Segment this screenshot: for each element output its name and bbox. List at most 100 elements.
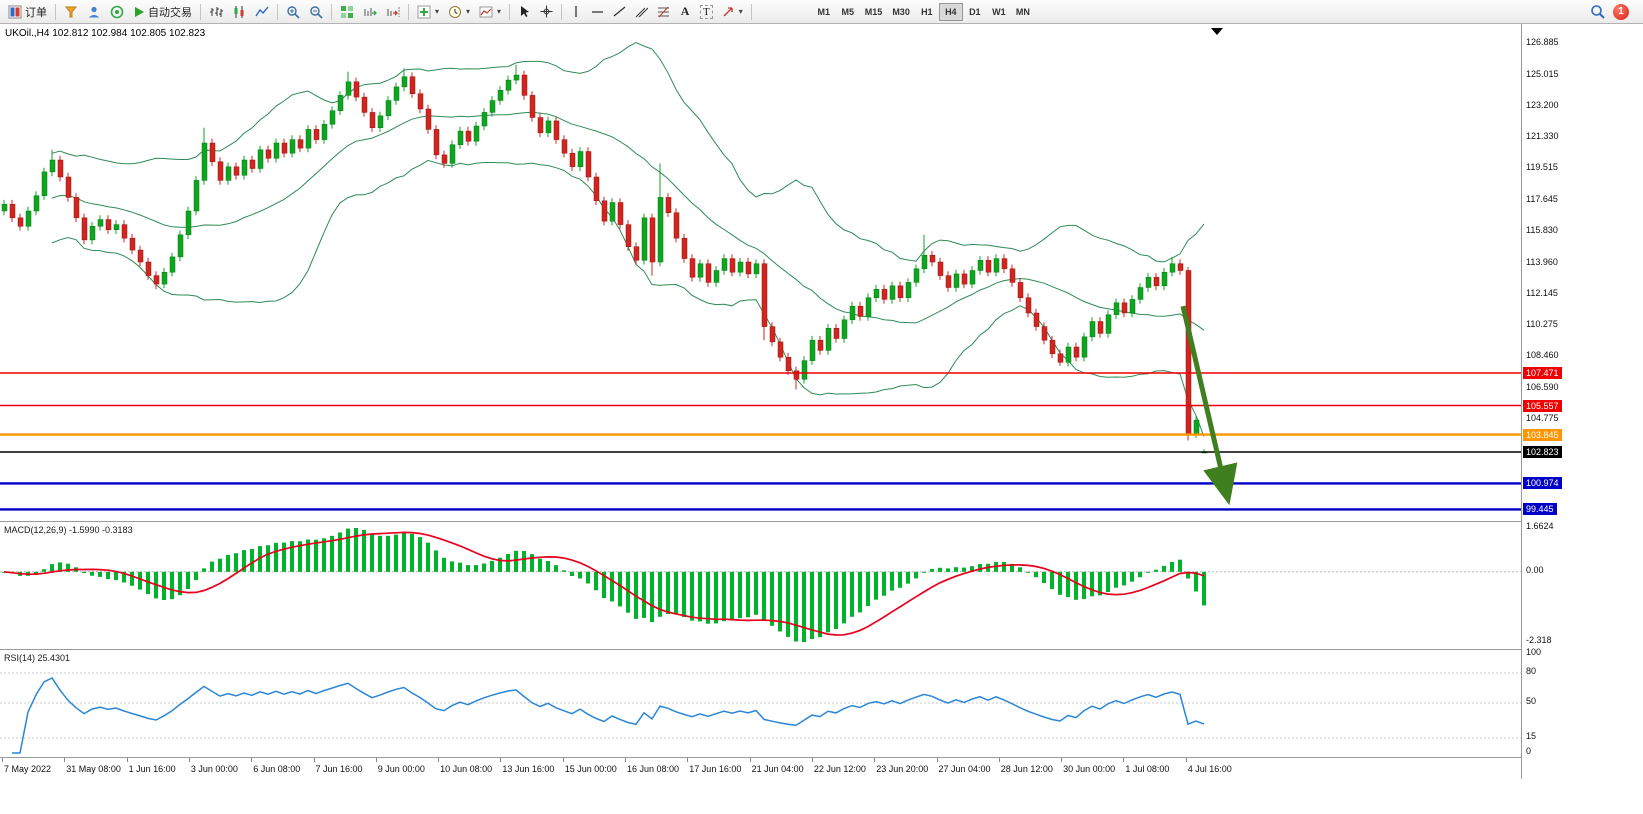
time-axis-tick [687,758,689,762]
toolbar-separator [200,3,201,20]
fibonacci-button[interactable] [653,2,674,22]
line-chart-button[interactable] [251,2,273,22]
timeframe-m5-button[interactable]: M5 [836,3,860,21]
time-axis-tick [188,758,190,762]
community-button[interactable] [106,2,128,22]
time-axis-label: 7 May 2022 [4,764,52,774]
equidistant-channel-icon [635,7,649,18]
tile-windows-button[interactable] [336,2,358,22]
time-axis-label: 4 Jul 16:00 [1187,764,1232,774]
time-axis-tick [126,758,128,762]
zoom-in-button[interactable] [282,2,304,22]
signals-icon [64,6,78,17]
time-axis-label: 1 Jun 16:00 [128,764,176,774]
profile-button[interactable] [83,2,105,22]
zoom-out-button[interactable] [305,2,327,22]
time-axis-label: 3 Jun 00:00 [190,764,238,774]
text-button[interactable]: A [675,2,695,22]
zoom-out-icon [310,5,323,19]
bar-chart-icon [210,6,223,17]
toolbar-separator [55,3,56,20]
equidistant-channel-button[interactable] [631,2,652,22]
chart-shift-button[interactable] [382,2,404,22]
horizontal-line-icon [592,10,604,13]
rsi-canvas[interactable] [0,650,1521,757]
bar-chart-button[interactable] [205,2,227,22]
price-tick-label: 119.515 [1526,162,1558,173]
macd-canvas[interactable] [0,522,1521,649]
templates-dropdown-button[interactable]: ▾ [475,2,505,22]
macd-panel: MACD(12,26,9) -1.5990 -0.3183 [0,521,1521,649]
price-tick-label: 117.645 [1526,194,1558,205]
timeframe-mn-button[interactable]: MN [1011,3,1035,21]
periods-dropdown-button[interactable]: ▾ [444,2,474,22]
price-tick-label: 125.015 [1526,68,1559,79]
dropdown-arrow-icon: ▾ [466,7,471,16]
time-axis-label: 28 Jun 12:00 [1000,764,1053,774]
price-tick-label: 113.960 [1526,256,1558,267]
timeframe-m1-button[interactable]: M1 [812,3,836,21]
price-tick-label: 121.330 [1526,131,1559,142]
time-axis-tick [1061,758,1063,762]
price-axis[interactable]: 107.471 105.557 103.845 102.823 100.974 99.44… [1522,0,1643,814]
time-axis-label: 31 May 08:00 [66,764,121,774]
toolbar-separator [750,3,752,20]
time-axis-label: 22 Jun 12:00 [813,764,866,774]
time-axis-tick [375,758,377,762]
time-axis-tick [438,758,440,762]
chart-shift-icon [387,6,400,17]
autotrading-button[interactable]: 自动交易 [129,2,196,22]
rsi-panel: RSI(14) 25.4301 [0,649,1521,757]
time-axis-tick [500,758,502,762]
auto-scroll-button[interactable] [359,2,381,22]
zoom-in-icon [287,5,300,19]
candlestick-chart-button[interactable] [228,2,250,22]
search-icon[interactable] [1590,4,1605,19]
timeframe-d1-button[interactable]: D1 [963,3,987,21]
price-tick-label: 104.775 [1526,412,1559,423]
horizontal-line-button[interactable] [587,2,608,22]
time-axis[interactable]: 7 May 2022 31 May 08:00 1 Jun 16:00 3 Jun 0… [0,757,1521,779]
price-tick-label: 123.200 [1526,99,1559,110]
time-axis-tick [2,758,3,762]
fibonacci-icon [658,6,670,18]
time-axis-tick [1185,758,1187,762]
time-axis-tick [251,758,253,762]
time-axis-label: 23 Jun 20:00 [876,764,929,774]
vertical-line-button[interactable] [566,2,586,22]
price-chart-canvas[interactable] [0,24,1521,521]
indicators-dropdown-button[interactable]: ▾ [413,2,443,22]
rsi-axis-label: 80 [1526,666,1537,676]
price-axis-border [1521,24,1522,779]
timeframe-m30-button[interactable]: M30 [887,3,915,21]
price-tick-label: 115.830 [1526,224,1558,235]
time-axis-label: 9 Jun 00:00 [377,764,425,774]
time-axis-tick [313,758,315,762]
text-label-button[interactable]: T [696,2,717,22]
time-axis-label: 30 Jun 00:00 [1063,764,1116,774]
macd-axis-label: 1.6624 [1526,521,1554,531]
timeframe-h1-button[interactable]: H1 [915,3,939,21]
price-level-badge: 103.845 [1523,428,1562,441]
autotrading-label: 自动交易 [148,6,192,19]
price-tick-label: 126.885 [1526,36,1559,47]
timeframe-m15-button[interactable]: M15 [860,3,888,21]
timeframe-h4-button[interactable]: H4 [938,2,963,21]
timeframe-w1-button[interactable]: W1 [987,3,1011,21]
timeframe-group: M1 M5 M15 M30 H1 H4 D1 W1 MN [812,2,1035,21]
trendline-button[interactable] [609,2,630,22]
toolbar-separator [561,3,563,20]
dropdown-arrow-icon: ▾ [738,7,743,16]
community-icon [110,5,124,18]
time-axis-tick [749,758,751,762]
crosshair-button[interactable] [536,2,557,22]
price-level-badge: 102.823 [1523,446,1562,458]
price-tick-label: 106.590 [1526,381,1559,392]
cursor-button[interactable] [514,2,535,22]
shapes-dropdown-button[interactable]: ▾ [718,2,747,22]
signals-button[interactable] [60,2,82,22]
new-order-button[interactable]: 订单 [4,2,51,22]
notification-badge[interactable]: 1 [1613,3,1629,20]
time-axis-label: 10 Jun 08:00 [440,764,493,774]
